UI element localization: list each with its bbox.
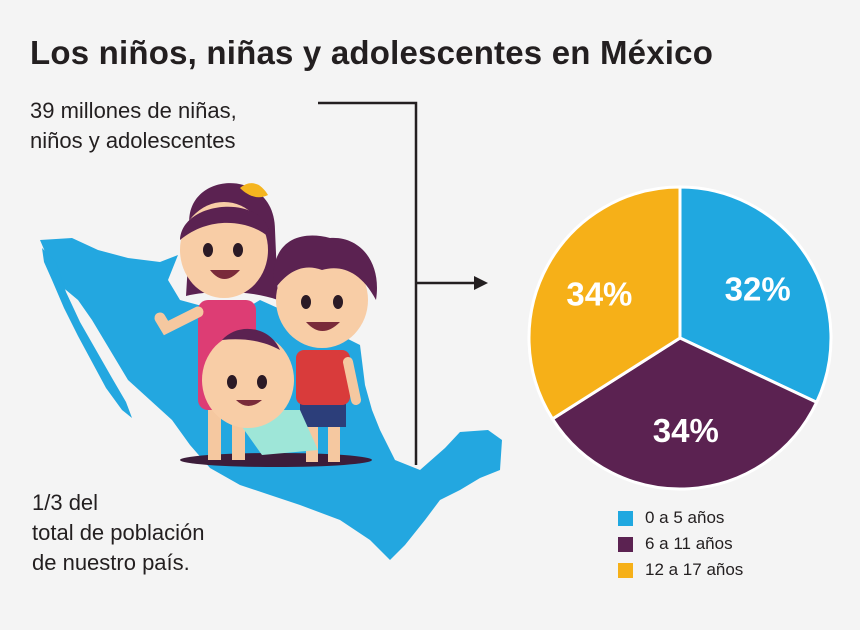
population-share-line: total de población <box>32 520 205 545</box>
pie-slice <box>678 185 833 405</box>
arrow-head-icon <box>474 276 488 290</box>
pie-slice-label: 34% <box>653 412 719 449</box>
pie-labels: 32% 34% 34% <box>566 271 790 449</box>
population-stat-line: niños y adolescentes <box>30 128 236 153</box>
legend-item: 0 a 5 años <box>618 505 743 531</box>
legend-swatch <box>618 562 633 578</box>
pie-slice <box>550 336 819 491</box>
baja-california-peninsula <box>42 248 132 418</box>
page-title: Los niños, niñas y adolescentes en Méxic… <box>30 34 714 71</box>
boy-character <box>273 235 377 462</box>
legend-swatch <box>618 536 633 552</box>
legend-label: 6 a 11 años <box>645 534 733 553</box>
pie-slice-label: 34% <box>566 276 632 313</box>
pie-slice-label: 32% <box>725 271 791 308</box>
legend-label: 0 a 5 años <box>645 508 725 527</box>
ground-shadow <box>180 453 372 467</box>
baby-character <box>202 328 318 455</box>
population-share-line: 1/3 del <box>32 490 99 515</box>
legend-swatch <box>618 510 633 526</box>
population-stat: 39 millones de niñas, niños y adolescent… <box>30 96 237 156</box>
legend-item: 6 a 11 años <box>618 531 743 557</box>
population-stat-line: 39 millones de niñas, <box>30 98 237 123</box>
connector-line <box>318 101 418 465</box>
population-share-stat: 1/3 del total de población de nuestro pa… <box>32 488 204 578</box>
pie-slices <box>527 185 833 491</box>
chart-legend: 0 a 5 años 6 a 11 años 12 a 17 años <box>618 505 743 583</box>
legend-label: 12 a 17 años <box>645 560 744 579</box>
legend-item: 12 a 17 años <box>618 557 743 583</box>
population-share-line: de nuestro país. <box>32 550 190 575</box>
pie-slice <box>527 185 682 421</box>
